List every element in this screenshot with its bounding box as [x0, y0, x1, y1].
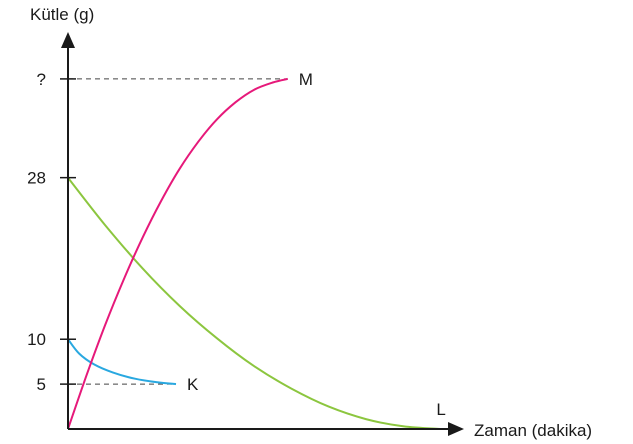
guide-lines: [68, 78, 288, 385]
y-tick-label-5: 5: [37, 375, 46, 394]
axes: [61, 32, 464, 436]
series-labels: K L M: [187, 70, 446, 419]
series-label-l: L: [436, 400, 445, 419]
y-tick-label-39: ?: [37, 70, 46, 89]
series-label-m: M: [299, 70, 313, 89]
y-axis-arrow: [61, 32, 75, 48]
series-label-k: K: [187, 375, 199, 394]
series-line-l: [67, 177, 441, 430]
series-group: [67, 77, 441, 430]
series-line-k: [67, 338, 177, 386]
x-axis-arrow: [448, 422, 464, 436]
x-axis-label: Zaman (dakika): [474, 421, 592, 440]
y-axis-label: Kütle (g): [30, 5, 94, 24]
y-tick-label-10: 10: [27, 330, 46, 349]
series-line-m: [67, 77, 288, 430]
y-tick-label-28: 28: [27, 169, 46, 188]
y-ticks: 5 10 28?: [27, 70, 76, 394]
